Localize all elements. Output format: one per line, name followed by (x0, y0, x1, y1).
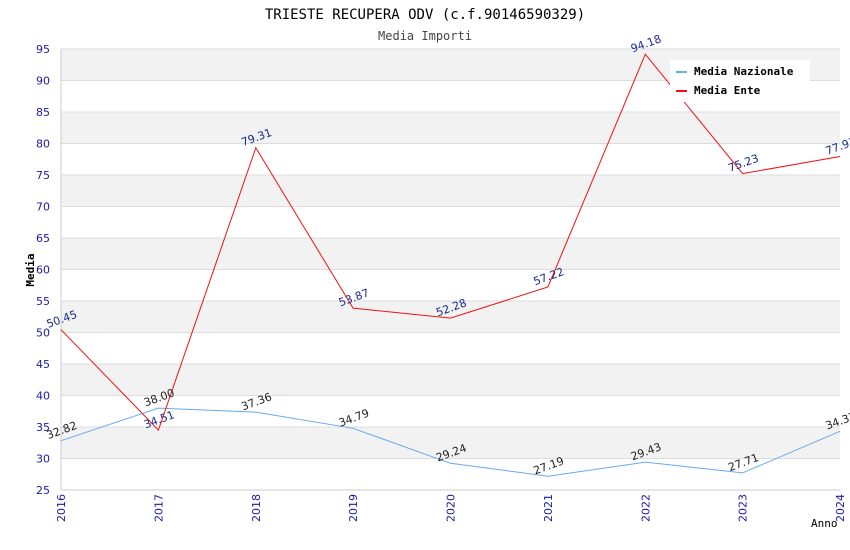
y-tick-label: 45 (36, 358, 50, 371)
y-tick-label: 50 (36, 327, 50, 340)
legend-label: Media Nazionale (694, 65, 794, 78)
y-axis-label: Media (24, 253, 37, 286)
plot-band (61, 175, 840, 207)
series-layer (60, 53, 841, 477)
y-tick-label: 80 (36, 138, 50, 151)
series-line (60, 53, 841, 432)
y-tick-label: 95 (36, 43, 50, 56)
plot-band (61, 206, 840, 238)
plot-band (61, 143, 840, 175)
legend-box (670, 60, 810, 102)
y-tick-label: 90 (36, 75, 50, 88)
y-tick-label: 30 (36, 453, 50, 466)
plot-band (61, 427, 840, 459)
chart-subtitle: Media Importi (378, 29, 472, 43)
legend-label: Media Ente (694, 84, 761, 97)
x-tick-label: 2021 (542, 494, 555, 522)
x-tick-label: 2020 (445, 494, 458, 522)
x-tick-label: 2016 (55, 494, 68, 522)
y-tick-label: 65 (36, 232, 50, 245)
y-tick-label: 75 (36, 169, 50, 182)
gridlines (61, 48, 840, 491)
plot-band (61, 269, 840, 301)
legend: Media Nazionale Media Ente (670, 60, 810, 102)
plot-band (61, 112, 840, 144)
y-tick-label: 70 (36, 201, 50, 214)
series-line (60, 407, 841, 477)
y-tick-label: 85 (36, 106, 50, 119)
plot-band (61, 301, 840, 333)
x-tick-label: 2017 (152, 494, 165, 522)
plot-band (61, 364, 840, 396)
plot-band (61, 395, 840, 427)
axes: 25 30 35 40 45 50 55 60 65 70 75 80 85 90 95 2016 2017 20… (36, 43, 847, 522)
x-tick-label: 2018 (250, 494, 263, 522)
y-tick-label: 60 (36, 264, 50, 277)
y-tick-label: 35 (36, 421, 50, 434)
plot-band (61, 332, 840, 364)
x-tick-label: 2023 (737, 494, 750, 522)
y-tick-label: 25 (36, 484, 50, 497)
plot-band (61, 238, 840, 270)
x-axis-label: Anno (811, 517, 838, 530)
x-tick-label: 2022 (639, 494, 652, 522)
x-tick-label: 2019 (347, 494, 360, 522)
y-tick-label: 40 (36, 390, 50, 403)
y-tick-label: 55 (36, 295, 50, 308)
plot-background (61, 49, 840, 490)
chart-title: TRIESTE RECUPERA ODV (c.f.90146590329) (265, 7, 585, 23)
x-tick-label: 2024 (834, 494, 847, 522)
